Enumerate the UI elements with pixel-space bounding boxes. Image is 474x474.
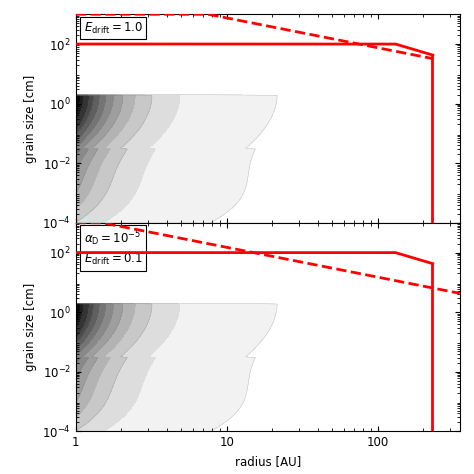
Text: $\alpha_{\rm D}=10^{-5}$
$E_{\rm drift} = 0.1$: $\alpha_{\rm D}=10^{-5}$ $E_{\rm drift} …: [83, 229, 142, 267]
X-axis label: radius [AU]: radius [AU]: [235, 455, 301, 468]
Text: $E_{\rm drift} = 1.0$: $E_{\rm drift} = 1.0$: [83, 20, 143, 36]
Y-axis label: grain size [cm]: grain size [cm]: [24, 74, 36, 163]
Y-axis label: grain size [cm]: grain size [cm]: [24, 283, 36, 371]
